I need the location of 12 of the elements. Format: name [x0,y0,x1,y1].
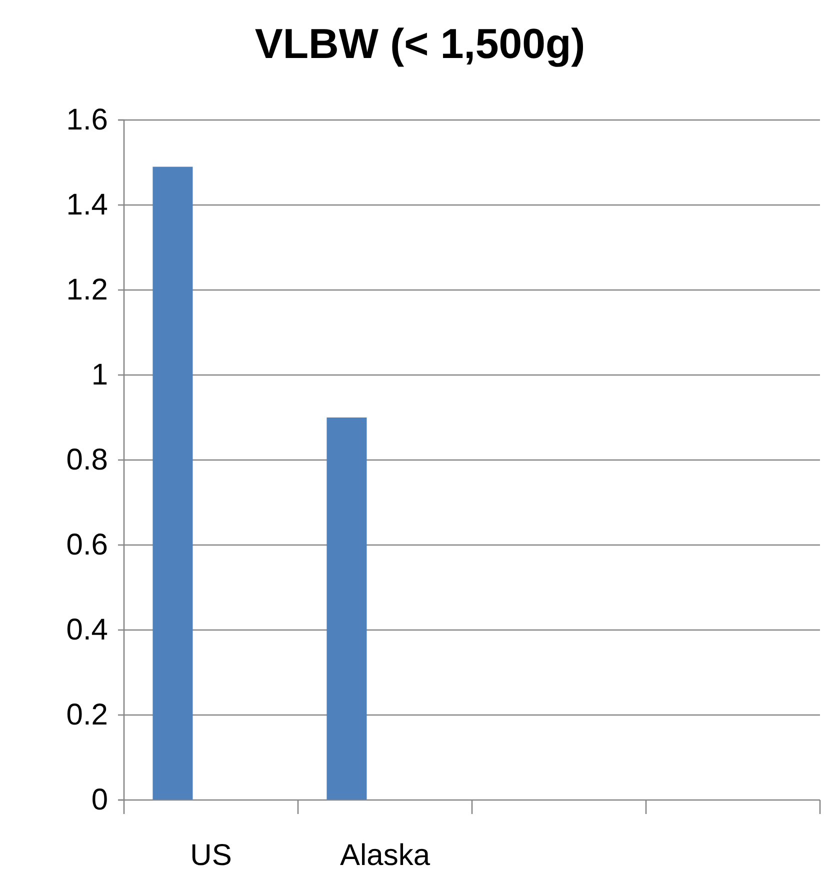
y-tick-label: 1.2 [66,274,108,307]
y-tick-label: 0.6 [66,528,108,562]
y-tick-label: 0.8 [66,444,108,477]
chart-title: VLBW (< 1,500g) [254,20,586,67]
x-tick-label: US [190,839,232,872]
x-tick-label: Alaska [340,839,430,872]
y-tick-label: 0 [91,784,108,817]
y-tick-label: 1.4 [66,188,108,222]
y-tick-label: 1 [91,358,108,392]
y-tick-label: 0.2 [66,698,108,732]
y-tick-label: 0.4 [66,614,108,647]
y-tick-label: 1.6 [66,104,108,137]
